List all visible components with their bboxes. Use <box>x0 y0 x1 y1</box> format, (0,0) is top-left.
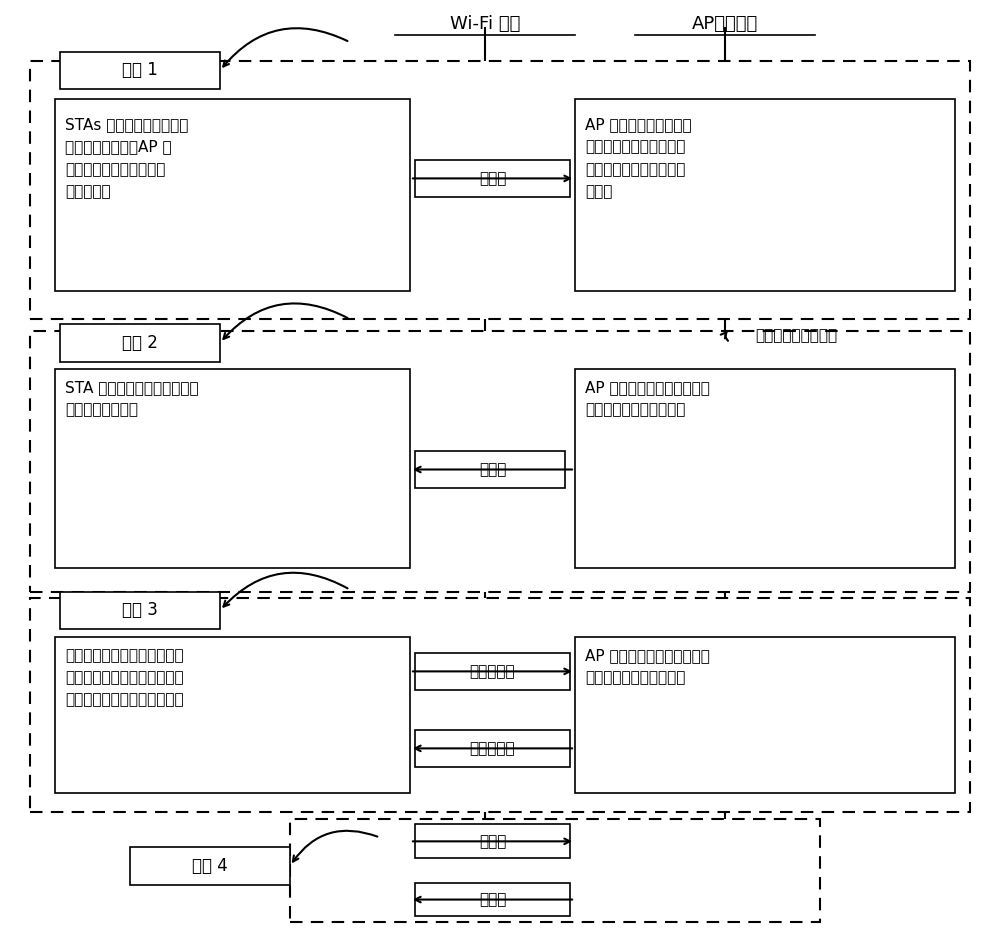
Text: 步骤 2: 步骤 2 <box>122 333 158 352</box>
Text: AP 收到请求帧，知道用
户有数据要传，若允许该
用户发送数据，则返回许
可信息: AP 收到请求帧，知道用 户有数据要传，若允许该 用户发送数据，则返回许 可信息 <box>585 117 692 199</box>
Text: 资源通知帧: 资源通知帧 <box>470 741 515 756</box>
Text: 请求帧: 请求帧 <box>479 171 506 186</box>
FancyBboxPatch shape <box>60 592 220 629</box>
FancyBboxPatch shape <box>415 653 570 690</box>
FancyBboxPatch shape <box>575 99 955 291</box>
Text: STA 接收到许可接入帧，确定
了资源分配信息。: STA 接收到许可接入帧，确定 了资源分配信息。 <box>65 380 199 418</box>
FancyBboxPatch shape <box>55 637 410 793</box>
FancyBboxPatch shape <box>415 160 570 197</box>
FancyBboxPatch shape <box>30 61 970 319</box>
Text: STAs 有数据传输，则发送
请求帧申请资源，AP 只
知道有数据要传，并不知
道数据多少: STAs 有数据传输，则发送 请求帧申请资源，AP 只 知道有数据要传，并不知 … <box>65 117 188 199</box>
FancyBboxPatch shape <box>30 331 970 592</box>
Text: 资源请求帧: 资源请求帧 <box>470 664 515 679</box>
FancyBboxPatch shape <box>60 324 220 362</box>
Text: 确定子载波分配信息: 确定子载波分配信息 <box>755 328 837 343</box>
Text: AP 收到后裁决是否再分配新
的资源，并通知该用户。: AP 收到后裁决是否再分配新 的资源，并通知该用户。 <box>585 648 710 685</box>
FancyBboxPatch shape <box>415 824 570 858</box>
FancyBboxPatch shape <box>55 369 410 568</box>
Text: 确认帧: 确认帧 <box>479 892 506 907</box>
FancyBboxPatch shape <box>290 819 820 922</box>
Text: 步骤 4: 步骤 4 <box>192 856 228 875</box>
FancyBboxPatch shape <box>415 883 570 916</box>
Text: 数据帧: 数据帧 <box>479 834 506 849</box>
FancyBboxPatch shape <box>60 52 220 89</box>
FancyBboxPatch shape <box>575 637 955 793</box>
FancyBboxPatch shape <box>55 99 410 291</box>
Text: 步骤 3: 步骤 3 <box>122 601 158 620</box>
Text: 对于大数据量用户判断分配资
源是否够用，若不够，发送一
个承载数据量大小的请求帧。: 对于大数据量用户判断分配资 源是否够用，若不够，发送一 个承载数据量大小的请求帧… <box>65 648 184 707</box>
Text: AP 发送许可帧通知用户可以
接入，并分配一部分资源: AP 发送许可帧通知用户可以 接入，并分配一部分资源 <box>585 380 710 418</box>
Text: 步骤 1: 步骤 1 <box>122 61 158 80</box>
Text: AP（基站）: AP（基站） <box>692 15 758 33</box>
FancyBboxPatch shape <box>415 730 570 767</box>
FancyBboxPatch shape <box>30 598 970 812</box>
FancyBboxPatch shape <box>130 847 290 885</box>
FancyBboxPatch shape <box>415 451 565 488</box>
Text: Wi-Fi 终端: Wi-Fi 终端 <box>450 15 520 33</box>
Text: 许可帧: 许可帧 <box>479 462 506 477</box>
FancyBboxPatch shape <box>575 369 955 568</box>
